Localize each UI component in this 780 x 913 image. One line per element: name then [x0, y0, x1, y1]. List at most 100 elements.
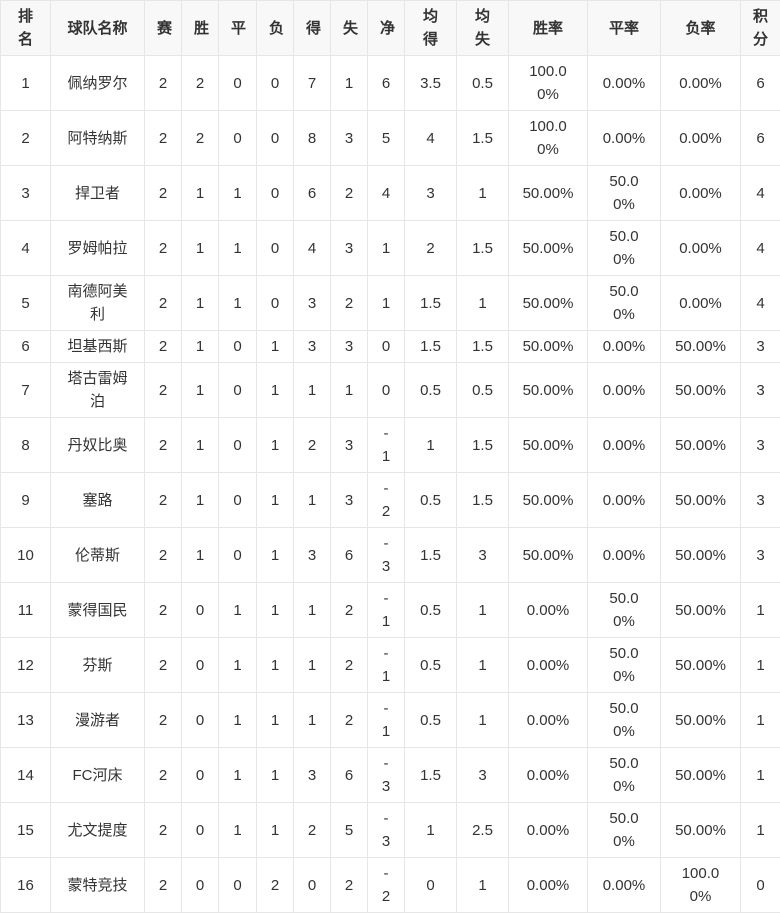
cell-played: 2 — [145, 221, 182, 276]
cell-played: 2 — [145, 56, 182, 111]
cell-win-rate: 50.00% — [509, 276, 588, 331]
cell-avg-for: 1 — [405, 803, 457, 858]
cell-avg-for: 1.5 — [405, 331, 457, 363]
cell-draw-rate: 50.00% — [588, 583, 661, 638]
cell-won: 1 — [182, 331, 219, 363]
cell-avg-for: 0.5 — [405, 638, 457, 693]
cell-goal-diff: -1 — [368, 693, 405, 748]
cell-rank: 12 — [1, 638, 51, 693]
cell-played: 2 — [145, 418, 182, 473]
cell-avg-against: 0.5 — [457, 363, 509, 418]
cell-avg-against: 1.5 — [457, 221, 509, 276]
cell-drawn: 0 — [219, 56, 257, 111]
cell-goals-for: 1 — [294, 583, 331, 638]
cell-draw-rate: 50.00% — [588, 803, 661, 858]
cell-played: 2 — [145, 638, 182, 693]
cell-team: 塔古雷姆泊 — [51, 363, 145, 418]
cell-goals-against: 6 — [331, 748, 368, 803]
cell-rank: 16 — [1, 858, 51, 913]
cell-win-rate: 50.00% — [509, 528, 588, 583]
cell-drawn: 0 — [219, 473, 257, 528]
cell-goals-against: 6 — [331, 528, 368, 583]
cell-goals-for: 3 — [294, 276, 331, 331]
cell-draw-rate: 50.00% — [588, 221, 661, 276]
cell-points: 4 — [741, 166, 780, 221]
cell-team: 蒙得国民 — [51, 583, 145, 638]
cell-team: 伦蒂斯 — [51, 528, 145, 583]
cell-avg-for: 0.5 — [405, 363, 457, 418]
cell-loss-rate: 50.00% — [661, 473, 741, 528]
cell-team: FC河床 — [51, 748, 145, 803]
header-row: 排名球队名称赛胜平负得失净均得均失胜率平率负率积分 — [1, 1, 780, 56]
cell-won: 0 — [182, 803, 219, 858]
cell-points: 3 — [741, 528, 780, 583]
cell-goal-diff: -2 — [368, 858, 405, 913]
cell-loss-rate: 50.00% — [661, 748, 741, 803]
cell-loss-rate: 50.00% — [661, 418, 741, 473]
cell-draw-rate: 50.00% — [588, 166, 661, 221]
cell-points: 3 — [741, 363, 780, 418]
cell-goals-for: 1 — [294, 363, 331, 418]
cell-points: 6 — [741, 56, 780, 111]
cell-lost: 0 — [257, 111, 294, 166]
cell-avg-for: 3 — [405, 166, 457, 221]
cell-goals-against: 3 — [331, 331, 368, 363]
cell-goal-diff: -1 — [368, 638, 405, 693]
cell-won: 2 — [182, 56, 219, 111]
cell-won: 1 — [182, 418, 219, 473]
cell-goals-against: 2 — [331, 638, 368, 693]
cell-win-rate: 50.00% — [509, 473, 588, 528]
cell-loss-rate: 50.00% — [661, 638, 741, 693]
cell-drawn: 0 — [219, 858, 257, 913]
cell-won: 0 — [182, 583, 219, 638]
header-drawn: 平 — [219, 1, 257, 56]
cell-rank: 1 — [1, 56, 51, 111]
cell-loss-rate: 0.00% — [661, 221, 741, 276]
cell-lost: 2 — [257, 858, 294, 913]
cell-draw-rate: 0.00% — [588, 418, 661, 473]
cell-points: 6 — [741, 111, 780, 166]
cell-avg-against: 3 — [457, 748, 509, 803]
cell-points: 1 — [741, 638, 780, 693]
cell-avg-for: 2 — [405, 221, 457, 276]
cell-played: 2 — [145, 473, 182, 528]
cell-goals-against: 3 — [331, 473, 368, 528]
cell-lost: 1 — [257, 638, 294, 693]
cell-won: 2 — [182, 111, 219, 166]
cell-played: 2 — [145, 276, 182, 331]
cell-played: 2 — [145, 111, 182, 166]
cell-avg-against: 1 — [457, 638, 509, 693]
header-points: 积分 — [741, 1, 780, 56]
cell-played: 2 — [145, 331, 182, 363]
cell-goals-for: 2 — [294, 418, 331, 473]
cell-lost: 1 — [257, 528, 294, 583]
cell-win-rate: 100.00% — [509, 56, 588, 111]
cell-played: 2 — [145, 858, 182, 913]
cell-team: 阿特纳斯 — [51, 111, 145, 166]
cell-goals-for: 1 — [294, 693, 331, 748]
cell-avg-against: 1.5 — [457, 418, 509, 473]
cell-goals-for: 1 — [294, 638, 331, 693]
cell-won: 0 — [182, 638, 219, 693]
cell-loss-rate: 50.00% — [661, 363, 741, 418]
cell-team: 佩纳罗尔 — [51, 56, 145, 111]
header-goals-for: 得 — [294, 1, 331, 56]
cell-lost: 1 — [257, 363, 294, 418]
header-lost: 负 — [257, 1, 294, 56]
cell-avg-for: 1.5 — [405, 276, 457, 331]
cell-goals-against: 2 — [331, 583, 368, 638]
cell-lost: 0 — [257, 166, 294, 221]
cell-team: 罗姆帕拉 — [51, 221, 145, 276]
cell-loss-rate: 50.00% — [661, 331, 741, 363]
cell-loss-rate: 50.00% — [661, 693, 741, 748]
cell-rank: 7 — [1, 363, 51, 418]
cell-rank: 13 — [1, 693, 51, 748]
cell-lost: 0 — [257, 56, 294, 111]
cell-lost: 1 — [257, 803, 294, 858]
cell-rank: 11 — [1, 583, 51, 638]
